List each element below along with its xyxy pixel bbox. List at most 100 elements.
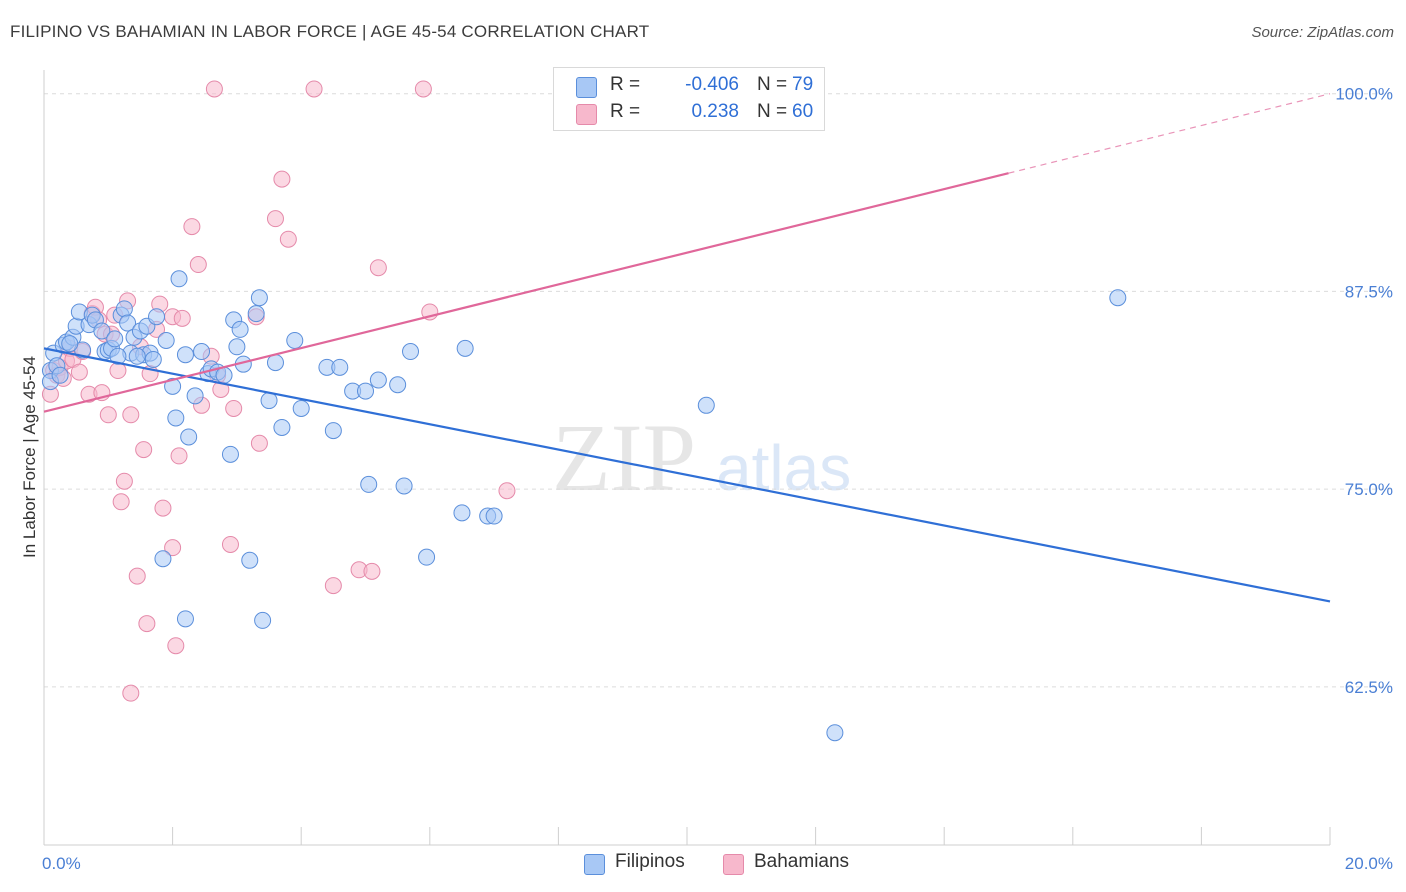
bahamians-point xyxy=(189,256,207,274)
r-value: 0.238 xyxy=(691,101,739,122)
filipinos-point xyxy=(106,330,124,348)
r-value: -0.406 xyxy=(685,74,739,95)
filipinos-point xyxy=(193,343,211,361)
r-label: R = xyxy=(610,74,641,95)
filipinos-point xyxy=(273,418,291,436)
filipinos-point xyxy=(93,322,111,340)
bahamians-point xyxy=(250,434,268,452)
filipinos-point xyxy=(266,354,284,372)
filipinos-point xyxy=(180,428,198,446)
bahamians-point xyxy=(414,80,432,98)
filipinos-point xyxy=(186,387,204,405)
r-label: R = xyxy=(610,101,641,122)
filipinos-point xyxy=(128,347,146,365)
source-credit: Source: ZipAtlas.com xyxy=(1251,24,1394,41)
filipinos-point xyxy=(176,346,194,364)
filipinos-swatch xyxy=(584,854,605,875)
bahamians-point xyxy=(305,80,323,98)
watermark: ZIP atlas xyxy=(552,404,851,511)
filipinos-point xyxy=(826,724,844,742)
bahamians-swatch xyxy=(576,104,597,125)
filipinos-point xyxy=(119,314,137,332)
filipinos-point xyxy=(697,396,715,414)
y-tick-label: 100.0% xyxy=(1335,85,1393,104)
filipinos-point xyxy=(360,475,378,493)
filipinos-point xyxy=(144,350,162,368)
bahamians-point xyxy=(167,637,185,655)
filipinos-point xyxy=(115,300,133,318)
filipinos-swatch xyxy=(576,77,597,98)
filipinos-point xyxy=(176,610,194,628)
filipinos-point xyxy=(260,392,278,410)
filipinos-point xyxy=(51,366,69,384)
filipinos-point xyxy=(215,366,233,384)
filipinos-point xyxy=(148,308,166,326)
watermark-zip: ZIP xyxy=(552,404,696,511)
bahamians-point xyxy=(122,406,140,424)
filipinos-point xyxy=(228,338,246,356)
filipinos-point xyxy=(453,504,471,522)
bahamians-point xyxy=(205,80,223,98)
filipinos-point xyxy=(157,331,175,349)
bahamians-point xyxy=(173,309,191,327)
n-value: 79 xyxy=(792,74,814,95)
x-tick-label: 20.0% xyxy=(1345,854,1393,873)
bahamians-point xyxy=(498,482,516,500)
bahamians-point xyxy=(138,615,156,633)
bahamians-swatch xyxy=(723,854,744,875)
n-label: N = xyxy=(757,101,788,122)
filipinos-point xyxy=(395,477,413,495)
bahamians-point xyxy=(363,562,381,580)
bahamians-point xyxy=(135,441,153,459)
bahamians-point xyxy=(99,406,117,424)
filipinos-point xyxy=(231,320,249,338)
filipinos-trend-line xyxy=(43,347,1331,603)
filipinos-point xyxy=(418,548,436,566)
filipinos-point xyxy=(154,550,172,568)
axes xyxy=(43,70,1331,846)
legend-label: Filipinos xyxy=(615,851,685,872)
filipinos-point xyxy=(402,343,420,361)
filipinos-point xyxy=(331,358,349,376)
legend-row-filipinos: R = -0.406 N = 79 xyxy=(576,74,813,100)
legend-label: Bahamians xyxy=(754,851,850,872)
bahamians-point xyxy=(112,493,130,511)
bahamians-trend-extension xyxy=(1008,93,1331,174)
grid-lines xyxy=(44,93,1394,688)
filipinos-point xyxy=(369,371,387,389)
bahamians-trend-line xyxy=(43,172,1009,413)
watermark-atlas: atlas xyxy=(716,432,851,504)
bahamians-point xyxy=(369,259,387,277)
y-tick-label: 62.5% xyxy=(1345,678,1393,697)
filipinos-point xyxy=(456,339,474,357)
bahamians-point xyxy=(266,210,284,228)
filipinos-point xyxy=(389,376,407,394)
x-tick-label: 0.0% xyxy=(42,854,81,873)
filipinos-point xyxy=(1109,289,1127,307)
bahamians-point xyxy=(128,567,146,585)
filipinos-point xyxy=(164,377,182,395)
bahamians-point xyxy=(221,535,239,553)
bahamians-point xyxy=(115,472,133,490)
bahamians-point xyxy=(122,684,140,702)
n-value: 60 xyxy=(792,101,814,122)
bahamians-point xyxy=(225,399,243,417)
bahamians-point xyxy=(273,170,291,188)
trend-lines xyxy=(43,93,1331,603)
filipinos-point xyxy=(241,551,259,569)
bahamians-point xyxy=(154,499,172,517)
bahamians-point xyxy=(70,363,88,381)
tick-labels: 62.5% 75.0% 87.5% 100.0% 0.0% 20.0% xyxy=(42,85,1393,873)
filipinos-point xyxy=(221,445,239,463)
filipinos-point xyxy=(170,270,188,288)
chart-title: FILIPINO VS BAHAMIAN IN LABOR FORCE | AG… xyxy=(10,22,650,41)
filipinos-point xyxy=(250,289,268,307)
filipinos-point xyxy=(286,331,304,349)
filipinos-point xyxy=(247,305,265,323)
filipinos-point xyxy=(109,347,127,365)
bahamians-point xyxy=(324,577,342,595)
filipinos-point xyxy=(292,399,310,417)
filipinos-point xyxy=(324,422,342,440)
filipinos-point xyxy=(61,335,79,353)
